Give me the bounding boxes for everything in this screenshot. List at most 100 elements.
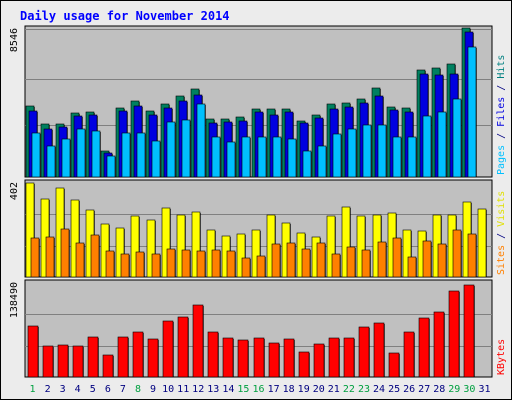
bar-pages-day-20 (317, 145, 327, 178)
bar-kbytes-day-10 (162, 320, 174, 378)
bar-sites-day-7 (120, 253, 130, 278)
bar-sites-day-30 (467, 233, 477, 278)
bar-pages-day-4 (76, 128, 86, 178)
bar-visits-day-7 (115, 227, 125, 278)
bar-kbytes-day-19 (298, 351, 310, 378)
legend-visits: Visits (496, 191, 507, 227)
bar-kbytes-day-6 (102, 354, 114, 378)
bar-visits-day-16 (251, 229, 261, 278)
bar-pages-day-22 (347, 128, 357, 178)
bar-sites-day-20 (316, 242, 326, 278)
bar-pages-day-23 (362, 124, 372, 178)
x-tick-label-day-30: 30 (463, 384, 475, 395)
max-value-label: 402 (9, 182, 20, 200)
bar-sites-day-10 (166, 248, 176, 278)
x-tick-label-day-2: 2 (45, 384, 51, 395)
bar-kbytes-day-17 (268, 342, 280, 378)
x-tick-label-day-16: 16 (252, 384, 264, 395)
panel-kbytes: 138490 KBytes (9, 279, 507, 378)
x-tick-label-day-10: 10 (162, 384, 174, 395)
bar-visits-day-10 (161, 207, 171, 278)
x-tick-label-day-25: 25 (388, 384, 400, 395)
bar-pages-day-6 (106, 155, 116, 178)
legend-separator: / (496, 79, 507, 97)
bar-pages-day-12 (196, 103, 206, 178)
bar-sites-day-29 (452, 229, 462, 278)
bar-kbytes-day-11 (177, 316, 189, 378)
x-axis-labels: 1 2 3 4 5 6 7 8 9 10 11 12 13 14 15 16 17 18 19 20 21 22 23 24 2… (29, 384, 490, 395)
bar-sites-day-6 (105, 250, 115, 278)
bar-sites-day-13 (211, 249, 221, 278)
bar-sites-day-11 (181, 249, 191, 278)
bar-pages-day-27 (422, 115, 432, 178)
legend-kbytes: KBytes (496, 339, 507, 375)
bar-pages-day-26 (407, 136, 417, 178)
bar-visits-day-15 (236, 233, 246, 278)
bar-pages-day-15 (241, 136, 251, 178)
bar-sites-day-4 (75, 242, 85, 278)
bar-pages-day-28 (437, 111, 447, 178)
bar-kbytes-day-12 (192, 304, 204, 378)
bar-pages-day-17 (272, 136, 282, 178)
axis-legend-label: KBytes (496, 339, 507, 375)
bar-pages-day-8 (136, 132, 146, 178)
legend-sites: Sites (496, 245, 507, 275)
bar-kbytes-day-29 (448, 290, 460, 378)
bar-sites-day-25 (392, 237, 402, 278)
x-tick-label-day-14: 14 (222, 384, 234, 395)
bar-sites-day-15 (241, 257, 251, 278)
bar-pages-day-3 (61, 138, 71, 178)
x-tick-label-day-17: 17 (268, 384, 280, 395)
panel-pages-files-hits: 8546 Pages / Files / Hits (9, 25, 507, 178)
bar-kbytes-day-7 (117, 336, 129, 378)
chart-title: Daily usage for November 2014 (20, 9, 230, 23)
x-tick-label-day-6: 6 (105, 384, 111, 395)
x-tick-label-day-24: 24 (373, 384, 385, 395)
bar-visits-day-1 (25, 182, 35, 278)
bar-pages-day-25 (392, 136, 402, 178)
bar-pages-day-2 (46, 145, 56, 178)
x-tick-label-day-13: 13 (207, 384, 219, 395)
bar-kbytes-day-1 (27, 325, 39, 378)
axis-legend-label: Pages / Files / Hits (496, 55, 507, 175)
x-tick-label-day-20: 20 (313, 384, 325, 395)
x-tick-label-day-31: 31 (478, 384, 490, 395)
bar-kbytes-day-30 (463, 284, 475, 378)
bar-visits-day-6 (100, 223, 110, 278)
x-tick-label-day-19: 19 (298, 384, 310, 395)
bar-kbytes-day-27 (418, 317, 430, 378)
bar-pages-day-13 (211, 136, 221, 178)
legend-files: Files (496, 97, 507, 127)
bar-sites-day-24 (377, 241, 387, 278)
bar-sites-day-8 (135, 251, 145, 278)
bar-sites-day-12 (196, 250, 206, 278)
bar-pages-day-19 (302, 150, 312, 178)
legend-separator: / (496, 127, 507, 145)
bar-visits-day-4 (70, 199, 80, 278)
bar-pages-day-1 (31, 132, 41, 178)
x-tick-label-day-1: 1 (29, 384, 35, 395)
bar-sites-day-1 (30, 237, 40, 278)
bar-sites-day-9 (151, 253, 161, 278)
bar-sites-day-17 (271, 243, 281, 278)
legend-hits: Hits (496, 55, 507, 79)
bar-pages-day-29 (452, 98, 462, 178)
bar-visits-day-23 (356, 215, 366, 278)
bar-pages-day-10 (166, 121, 176, 178)
bar-kbytes-day-18 (283, 338, 295, 378)
x-tick-label-day-23: 23 (358, 384, 370, 395)
bar-sites-day-5 (90, 234, 100, 278)
bar-pages-day-7 (121, 132, 131, 178)
bar-kbytes-day-25 (388, 352, 400, 378)
legend-pages: Pages (496, 145, 507, 175)
bar-sites-day-19 (301, 248, 311, 278)
bar-kbytes-day-21 (328, 337, 340, 378)
x-tick-label-day-12: 12 (192, 384, 204, 395)
bar-sites-day-2 (45, 236, 55, 278)
bar-pages-day-18 (287, 138, 297, 178)
bar-pages-day-5 (91, 130, 101, 178)
x-tick-label-day-29: 29 (448, 384, 460, 395)
x-tick-label-day-9: 9 (150, 384, 156, 395)
bar-pages-day-24 (377, 124, 387, 178)
